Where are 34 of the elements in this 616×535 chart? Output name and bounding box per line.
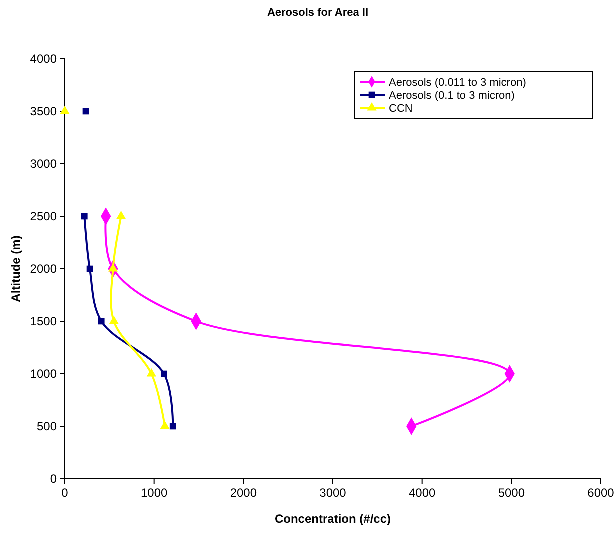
y-tick-label: 3000 xyxy=(30,157,58,171)
point xyxy=(109,316,119,324)
point xyxy=(60,106,70,114)
point xyxy=(170,423,176,430)
x-tick-label: 1000 xyxy=(140,486,168,500)
y-tick-label: 1500 xyxy=(30,314,58,328)
point xyxy=(98,318,105,325)
point xyxy=(160,420,170,430)
y-tick-label: 500 xyxy=(36,420,58,434)
x-tick-label: 6000 xyxy=(588,486,615,500)
x-tick-label: 4000 xyxy=(408,486,436,500)
legend-label: CCN xyxy=(389,103,413,115)
y-axis-title: Altitude (m) xyxy=(9,236,23,302)
legend-label: Aerosols (0.011 to 3 micron) xyxy=(389,77,526,89)
point xyxy=(82,108,90,115)
y-tick-label: 3500 xyxy=(30,104,58,118)
point xyxy=(146,368,156,377)
y-tick-label: 0 xyxy=(50,472,58,486)
point xyxy=(161,370,168,378)
y-tick-label: 4000 xyxy=(30,52,58,66)
point xyxy=(81,213,88,220)
legend-label: Aerosols (0.1 to 3 micron) xyxy=(389,90,515,102)
y-tick-label: 2500 xyxy=(30,210,58,224)
x-tick-label: 3000 xyxy=(320,486,347,500)
y-tick-label: 2000 xyxy=(30,262,58,276)
x-axis-title: Concentration (#/cc) xyxy=(274,512,392,526)
x-tick-label: 5000 xyxy=(498,486,526,500)
chart-title: Aerosols for Area II xyxy=(267,7,369,19)
point xyxy=(108,263,118,272)
x-tick-label: 2000 xyxy=(230,486,258,500)
point xyxy=(86,266,94,272)
y-tick-label: 1000 xyxy=(30,367,58,381)
point xyxy=(116,210,126,220)
x-tick-label: 0 xyxy=(62,486,69,500)
